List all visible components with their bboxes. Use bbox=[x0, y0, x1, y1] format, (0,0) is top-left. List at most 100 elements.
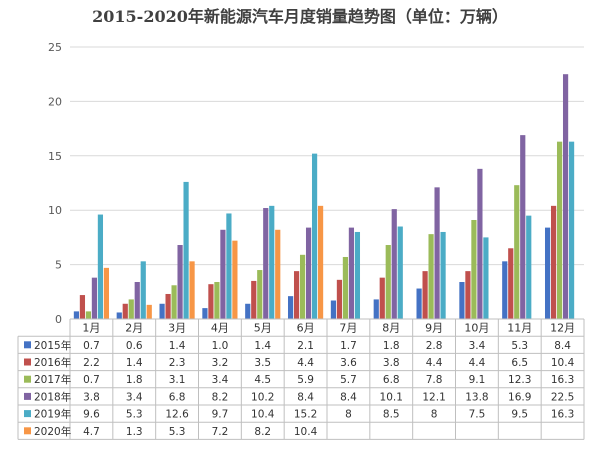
data-label: 5.3 bbox=[511, 340, 528, 352]
data-label: 10.4 bbox=[294, 426, 318, 438]
bar bbox=[189, 261, 195, 319]
bar bbox=[342, 256, 349, 319]
x-tick-label: 1月 bbox=[82, 322, 100, 335]
data-label: 1.7 bbox=[340, 340, 357, 352]
legend-label: 2017年 bbox=[34, 373, 71, 386]
bar bbox=[422, 271, 428, 319]
data-label: 5.3 bbox=[126, 409, 143, 421]
data-label: 7.5 bbox=[469, 409, 486, 421]
data-label: 22.5 bbox=[551, 391, 574, 403]
data-label: 16.9 bbox=[508, 391, 531, 403]
bar bbox=[85, 311, 92, 319]
data-label: 2.3 bbox=[169, 357, 186, 369]
data-label: 6.5 bbox=[511, 357, 528, 369]
bar bbox=[251, 280, 257, 319]
bar bbox=[317, 205, 324, 319]
data-label: 9.1 bbox=[469, 374, 486, 386]
x-tick-label: 6月 bbox=[297, 322, 315, 335]
bar bbox=[103, 267, 110, 319]
data-label: 1.4 bbox=[126, 357, 143, 369]
data-label: 8.5 bbox=[383, 409, 400, 421]
data-label: 3.8 bbox=[383, 357, 400, 369]
bar bbox=[568, 141, 575, 319]
legend-swatch bbox=[24, 358, 31, 366]
data-label: 9.5 bbox=[511, 409, 528, 421]
bar bbox=[165, 293, 171, 319]
data-label: 2.8 bbox=[426, 340, 443, 352]
data-label: 1.3 bbox=[126, 426, 143, 438]
bar bbox=[354, 231, 361, 319]
data-label: 3.6 bbox=[340, 357, 357, 369]
legend-swatch bbox=[24, 375, 31, 383]
bar bbox=[287, 296, 294, 319]
y-tick-label: 15 bbox=[48, 150, 62, 163]
data-label: 0.7 bbox=[83, 340, 100, 352]
data-label: 7.2 bbox=[212, 426, 229, 438]
bar bbox=[562, 74, 569, 319]
data-label: 3.1 bbox=[169, 374, 186, 386]
bar bbox=[428, 234, 434, 319]
bar bbox=[550, 205, 557, 319]
bar bbox=[91, 277, 98, 319]
data-label: 8.4 bbox=[297, 391, 314, 403]
data-label: 8.4 bbox=[554, 340, 571, 352]
data-label: 3.4 bbox=[212, 374, 229, 386]
data-label: 4.7 bbox=[83, 426, 100, 438]
data-label: 6.8 bbox=[169, 391, 186, 403]
data-label: 16.3 bbox=[551, 374, 574, 386]
legend-label: 2018年 bbox=[34, 390, 71, 403]
data-label: 6.8 bbox=[383, 374, 400, 386]
data-label: 4.4 bbox=[469, 357, 486, 369]
bar bbox=[134, 282, 140, 319]
data-label: 8 bbox=[431, 409, 438, 421]
bar bbox=[79, 295, 86, 319]
legend-label: 2019年 bbox=[34, 408, 71, 421]
bar bbox=[336, 279, 343, 319]
bar bbox=[465, 271, 471, 319]
bar bbox=[208, 284, 214, 319]
data-label: 3.4 bbox=[126, 391, 143, 403]
bar bbox=[293, 271, 300, 319]
data-label: 3.5 bbox=[254, 357, 271, 369]
bar bbox=[330, 300, 337, 319]
data-label: 3.8 bbox=[83, 391, 100, 403]
gridlines bbox=[70, 46, 584, 266]
data-label: 0.6 bbox=[126, 340, 143, 352]
data-label: 2.1 bbox=[297, 340, 314, 352]
legend-label: 2015年 bbox=[34, 339, 71, 352]
bar bbox=[311, 153, 318, 319]
x-tick-label: 10月 bbox=[464, 322, 489, 335]
data-label: 8 bbox=[345, 409, 352, 421]
data-label: 4.4 bbox=[426, 357, 443, 369]
bar bbox=[226, 213, 232, 319]
legend-label: 2020年 bbox=[34, 425, 71, 438]
data-label: 7.8 bbox=[426, 374, 443, 386]
bar bbox=[397, 226, 403, 319]
bar bbox=[514, 185, 520, 319]
chart-title: 2015-2020年新能源汽车月度销量趋势图（单位：万辆） bbox=[92, 7, 508, 26]
bar bbox=[379, 277, 385, 319]
x-tick-label: 4月 bbox=[211, 322, 229, 335]
bar bbox=[171, 285, 177, 319]
bar bbox=[483, 237, 489, 319]
data-label: 1.8 bbox=[126, 374, 143, 386]
data-label: 10.4 bbox=[251, 409, 275, 421]
data-label: 5.9 bbox=[297, 374, 314, 386]
bar bbox=[471, 219, 477, 319]
bar bbox=[128, 299, 134, 319]
bar bbox=[257, 270, 263, 319]
bar bbox=[177, 245, 183, 319]
bar bbox=[116, 312, 122, 319]
data-label: 12.3 bbox=[508, 374, 531, 386]
data-label: 1.0 bbox=[212, 340, 229, 352]
data-label: 0.7 bbox=[83, 374, 100, 386]
x-tick-label: 3月 bbox=[168, 322, 186, 335]
data-label: 8.2 bbox=[212, 391, 229, 403]
bar bbox=[434, 187, 440, 319]
bar bbox=[183, 181, 189, 319]
data-label: 10.2 bbox=[251, 391, 274, 403]
data-label: 8.4 bbox=[340, 391, 357, 403]
data-label: 10.1 bbox=[380, 391, 403, 403]
data-label: 13.8 bbox=[465, 391, 488, 403]
